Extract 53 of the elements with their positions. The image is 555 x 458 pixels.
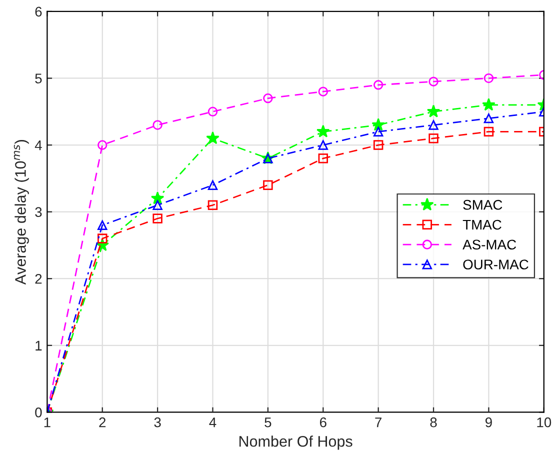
point	[263, 93, 273, 104]
point	[428, 120, 438, 130]
point	[152, 200, 162, 210]
point	[373, 140, 384, 150]
x-tick-label: 4	[209, 418, 216, 428]
point	[428, 133, 438, 144]
point	[98, 140, 108, 150]
legend-label: TMAC	[462, 220, 502, 230]
y-tick-label: 6	[35, 6, 42, 17]
point	[152, 214, 162, 224]
point	[208, 200, 218, 210]
x-tick-label: 2	[99, 417, 106, 428]
point	[316, 124, 330, 138]
y-tick-label: 2	[35, 274, 42, 284]
x-tick-label: 1	[44, 418, 50, 428]
y-axis-title: Average delay (10$^{ms}$)	[14, 140, 29, 285]
point	[318, 140, 328, 150]
x-tick-label: 8	[430, 417, 437, 428]
x-axis-title: Nomber Of Hops	[239, 436, 352, 450]
legend-label: SMAC	[463, 200, 502, 210]
point	[484, 113, 494, 124]
y-tick-label: 5	[35, 74, 42, 84]
point	[263, 154, 273, 164]
point	[98, 234, 108, 244]
point	[208, 106, 218, 116]
y-tick-label: 0	[35, 408, 42, 418]
point	[373, 80, 384, 90]
point	[263, 180, 273, 190]
x-tick-label: 6	[320, 417, 326, 428]
y-tick-label: 4	[34, 140, 42, 150]
point	[373, 126, 384, 137]
point	[426, 104, 440, 118]
point	[152, 120, 162, 130]
legend-label: AS-MAC	[462, 240, 516, 250]
point	[98, 220, 108, 230]
y-tick-label: 1	[36, 340, 42, 350]
point	[318, 86, 328, 96]
x-tick-label: 10	[537, 417, 552, 428]
x-tick-label: 7	[375, 418, 382, 428]
point	[318, 154, 328, 164]
x-tick-label: 5	[264, 418, 272, 428]
point	[484, 73, 494, 84]
point	[428, 76, 438, 86]
point	[484, 126, 494, 137]
y-tick-label: 3	[35, 207, 42, 217]
legend-label: OUR-MAC	[463, 260, 528, 270]
point	[150, 192, 164, 204]
point	[372, 118, 385, 131]
point	[482, 98, 496, 111]
point	[206, 131, 220, 144]
x-tick-label: 3	[154, 417, 161, 428]
x-tick-label: 9	[486, 417, 492, 428]
point	[208, 180, 218, 190]
